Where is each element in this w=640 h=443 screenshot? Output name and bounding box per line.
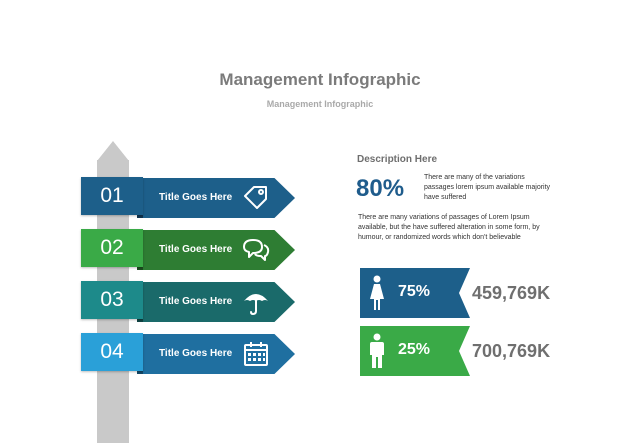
signpost-label: Title Goes Here [159, 348, 233, 359]
signpost-number: 03 [81, 281, 143, 319]
description-heading: Description Here [357, 154, 438, 165]
female-person-icon [370, 275, 384, 310]
stat-value-2: 700,769K [472, 341, 551, 361]
description-paragraph: There are many variations of passages of… [358, 214, 540, 241]
signpost-item-3: 03 Title Goes Here [81, 281, 296, 325]
stat-bar-2: 25% [360, 326, 470, 376]
signpost-number: 02 [81, 229, 143, 267]
signpost-pole-cap [97, 141, 129, 161]
description-percent: 80% [356, 175, 405, 202]
signpost-item-4: 04 Title Goes Here [81, 333, 296, 377]
signpost-label: Title Goes Here [159, 244, 233, 255]
signpost-arrow [137, 282, 295, 322]
description-side-text: There are many of the variations passage… [424, 174, 551, 201]
arrow-fold [137, 368, 143, 374]
signpost-arrow [137, 178, 295, 218]
calendar-icon [244, 342, 268, 366]
signpost-number: 01 [81, 177, 143, 215]
stat-percent: 25% [398, 341, 431, 358]
umbrella-icon [244, 294, 268, 316]
male-person-icon [370, 333, 384, 368]
chat-bubbles-icon [243, 239, 270, 261]
price-tag-icon [244, 186, 267, 209]
signpost-label: Title Goes Here [159, 296, 233, 307]
stat-percent: 75% [398, 283, 431, 300]
arrow-fold [137, 264, 143, 270]
stat-value-1: 459,769K [472, 283, 551, 303]
arrow-fold [137, 316, 143, 322]
signpost-item-2: 02 Title Goes Here [81, 229, 296, 273]
signpost-arrow [137, 334, 295, 374]
signpost-number: 04 [81, 333, 143, 371]
stat-bar-1: 75% [360, 268, 470, 318]
signpost-label: Title Goes Here [159, 192, 233, 203]
arrow-fold [137, 212, 143, 218]
page-subtitle: Management Infographic [266, 99, 374, 109]
page-title: Management Infographic [219, 70, 421, 89]
signpost-item-1: 01 Title Goes Here [81, 177, 296, 221]
